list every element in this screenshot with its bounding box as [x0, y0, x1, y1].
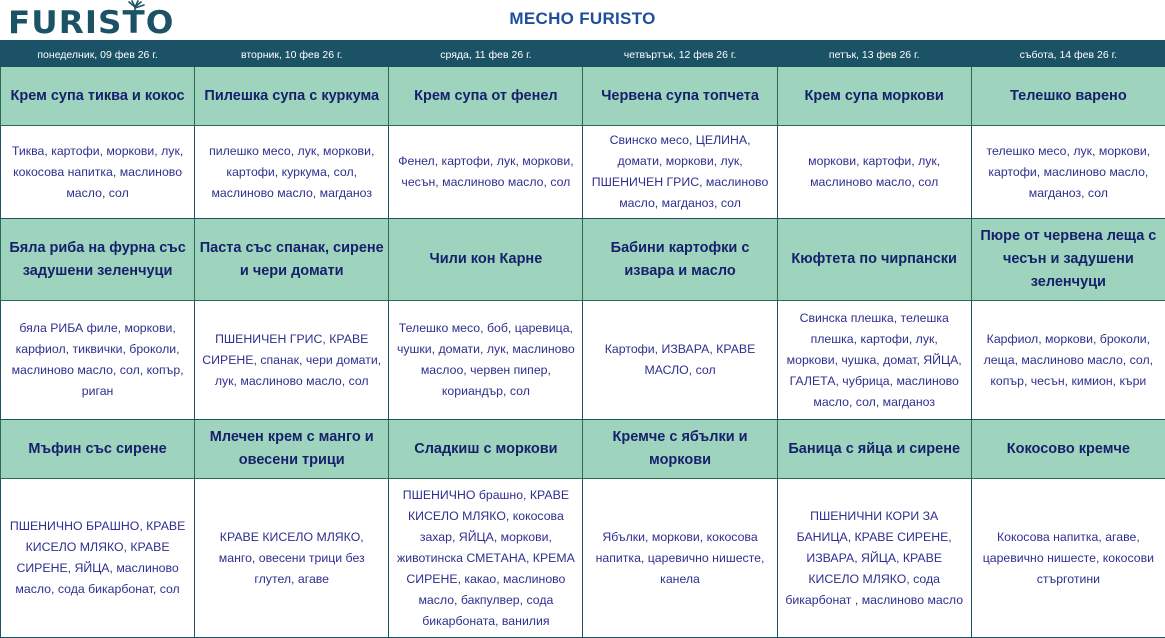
dish-name-soup-friday[interactable]: Крем супа моркови: [777, 67, 971, 126]
dish-name-dessert-wednesday[interactable]: Сладкиш с моркови: [389, 420, 583, 479]
ingredients-row-dessert: ПШЕНИЧНО БРАШНО, КРАВЕ КИСЕЛО МЛЯКО, КРА…: [1, 479, 1165, 638]
ingredients-soup-friday: моркови, картофи, лук, маслиново масло, …: [777, 126, 971, 219]
dish-name-soup-monday[interactable]: Крем супа тиква и кокос: [1, 67, 195, 126]
ingredients-main-monday: бяла РИБА филе, моркови, карфиол, тиквич…: [1, 301, 195, 420]
dish-name-main-tuesday[interactable]: Паста със спанак, сирене и чери домати: [195, 219, 389, 301]
weekly-menu-table: понеделник, 09 фев 26 г. вторник, 10 фев…: [0, 42, 1165, 638]
ingredients-dessert-monday: ПШЕНИЧНО БРАШНО, КРАВЕ КИСЕЛО МЛЯКО, КРА…: [1, 479, 195, 638]
ingredients-main-friday: Свинска плешка, телешка плешка, картофи,…: [777, 301, 971, 420]
dish-name-dessert-monday[interactable]: Мъфин със сирене: [1, 420, 195, 479]
ingredients-main-tuesday: ПШЕНИЧЕН ГРИС, КРАВЕ СИРЕНЕ, спанак, чер…: [195, 301, 389, 420]
day-header-friday: петък, 13 фев 26 г.: [777, 43, 971, 67]
ingredients-main-wednesday: Телешко месо, боб, царевица, чушки, дома…: [389, 301, 583, 420]
dish-row-dessert: Мъфин със сирене Млечен крем с манго и о…: [1, 420, 1165, 479]
ingredients-soup-wednesday: Фенел, картофи, лук, моркови, чесън, мас…: [389, 126, 583, 219]
table-header-row: понеделник, 09 фев 26 г. вторник, 10 фев…: [1, 43, 1165, 67]
dish-row-soup: Крем супа тиква и кокос Пилешка супа с к…: [1, 67, 1165, 126]
dish-name-main-friday[interactable]: Кюфтета по чирпански: [777, 219, 971, 301]
ingredients-row-main: бяла РИБА филе, моркови, карфиол, тиквич…: [1, 301, 1165, 420]
dish-name-main-thursday[interactable]: Бабини картофки с извара и масло: [583, 219, 777, 301]
dish-name-dessert-thursday[interactable]: Кремче с ябълки и моркови: [583, 420, 777, 479]
dish-name-dessert-tuesday[interactable]: Млечен крем с манго и овесени трици: [195, 420, 389, 479]
dish-name-dessert-friday[interactable]: Баница с яйца и сирене: [777, 420, 971, 479]
ingredients-main-thursday: Картофи, ИЗВАРА, КРАВЕ МАСЛО, сол: [583, 301, 777, 420]
dish-row-main: Бяла риба на фурна със задушени зеленчуц…: [1, 219, 1165, 301]
ingredients-soup-thursday: Свинско месо, ЦЕЛИНА, домати, моркови, л…: [583, 126, 777, 219]
dish-name-main-monday[interactable]: Бяла риба на фурна със задушени зеленчуц…: [1, 219, 195, 301]
ingredients-dessert-friday: ПШЕНИЧНИ КОРИ ЗА БАНИЦА, КРАВЕ СИРЕНЕ, И…: [777, 479, 971, 638]
ingredients-soup-monday: Тиква, картофи, моркови, лук, кокосова н…: [1, 126, 195, 219]
dish-name-soup-wednesday[interactable]: Крем супа от фенел: [389, 67, 583, 126]
dish-name-soup-thursday[interactable]: Червена супа топчета: [583, 67, 777, 126]
ingredients-dessert-thursday: Ябълки, моркови, кокосова напитка, царев…: [583, 479, 777, 638]
ingredients-dessert-saturday: Кокосова напитка, агаве, царевично нишес…: [971, 479, 1165, 638]
dish-name-dessert-saturday[interactable]: Кокосово кремче: [971, 420, 1165, 479]
page-title: MECHO FURISTO: [0, 9, 1165, 29]
ingredients-dessert-tuesday: КРАВЕ КИСЕЛО МЛЯКО, манго, овесени трици…: [195, 479, 389, 638]
app-header: FURISTO MECHO FURISTO: [0, 0, 1165, 42]
ingredients-row-soup: Тиква, картофи, моркови, лук, кокосова н…: [1, 126, 1165, 219]
dish-name-main-wednesday[interactable]: Чили кон Карне: [389, 219, 583, 301]
dish-name-soup-tuesday[interactable]: Пилешка супа с куркума: [195, 67, 389, 126]
day-header-monday: понеделник, 09 фев 26 г.: [1, 43, 195, 67]
day-header-wednesday: сряда, 11 фев 26 г.: [389, 43, 583, 67]
ingredients-soup-tuesday: пилешко месо, лук, моркови, картофи, кур…: [195, 126, 389, 219]
ingredients-soup-saturday: телешко месо, лук, моркови, картофи, мас…: [971, 126, 1165, 219]
day-header-tuesday: вторник, 10 фев 26 г.: [195, 43, 389, 67]
dish-name-main-saturday[interactable]: Пюре от червена леща с чесън и задушени …: [971, 219, 1165, 301]
dish-name-soup-saturday[interactable]: Телешко варено: [971, 67, 1165, 126]
ingredients-main-saturday: Карфиол, моркови, броколи, леща, маслино…: [971, 301, 1165, 420]
day-header-saturday: събота, 14 фев 26 г.: [971, 43, 1165, 67]
day-header-thursday: четвъртък, 12 фев 26 г.: [583, 43, 777, 67]
ingredients-dessert-wednesday: ПШЕНИЧНО брашно, КРАВЕ КИСЕЛО МЛЯКО, кок…: [389, 479, 583, 638]
